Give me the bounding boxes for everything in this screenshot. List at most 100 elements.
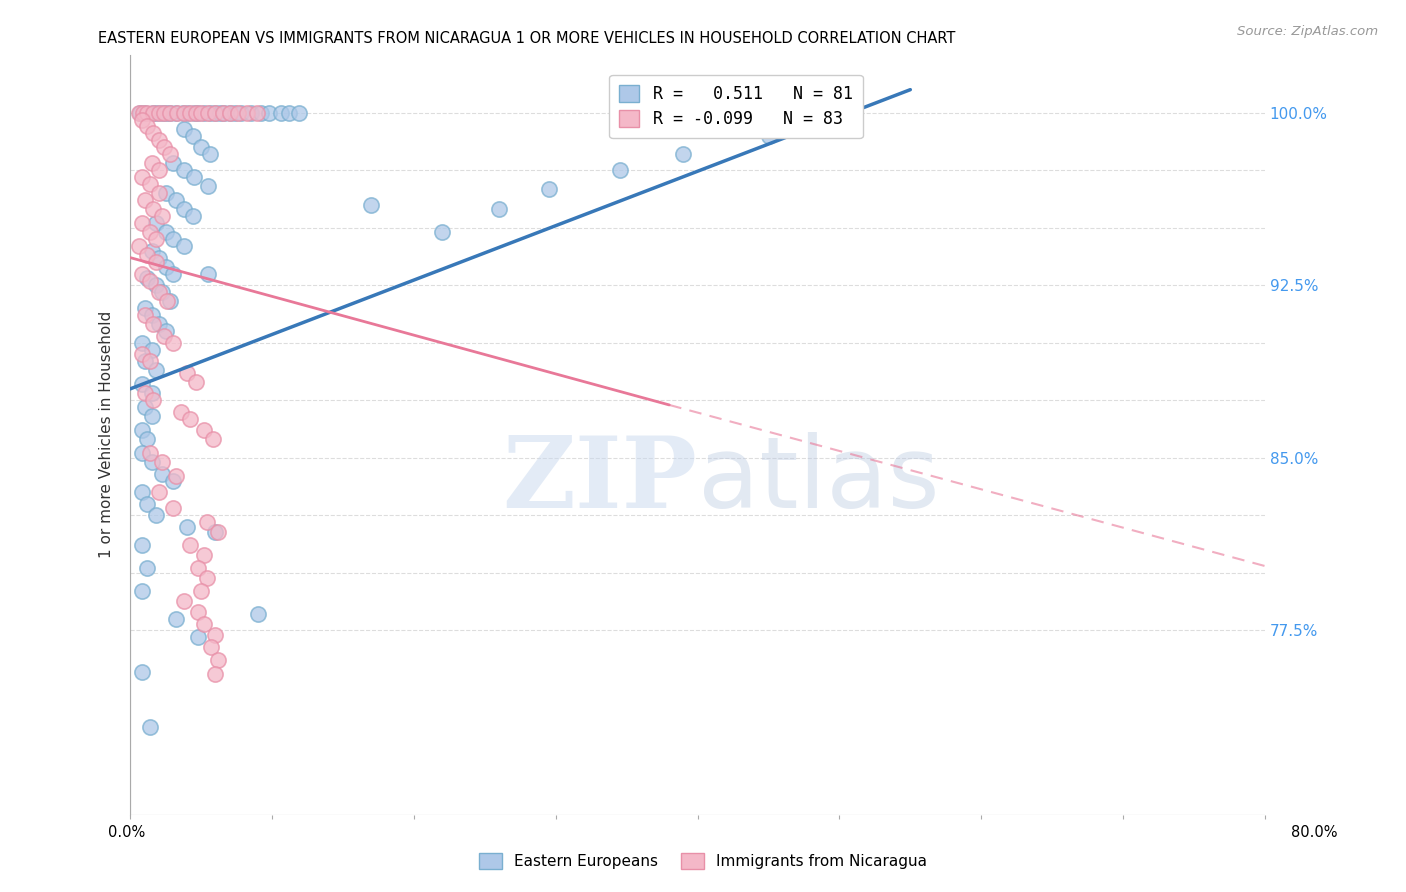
Point — [146, 105, 169, 120]
Point — [131, 446, 153, 460]
Point — [145, 232, 167, 246]
Point — [198, 147, 221, 161]
Point — [183, 170, 205, 185]
Point — [150, 105, 173, 120]
Point — [136, 120, 159, 134]
Point — [239, 105, 262, 120]
Point — [181, 128, 204, 143]
Point — [235, 105, 257, 120]
Point — [131, 584, 153, 599]
Point — [187, 561, 209, 575]
Point — [537, 181, 560, 195]
Point — [198, 105, 221, 120]
Point — [190, 105, 212, 120]
Point — [179, 538, 201, 552]
Point — [218, 105, 240, 120]
Point — [193, 105, 215, 120]
Point — [142, 202, 165, 217]
Point — [488, 202, 510, 217]
Point — [136, 433, 159, 447]
Point — [155, 260, 177, 274]
Point — [159, 294, 181, 309]
Point — [208, 105, 231, 120]
Text: 0.0%: 0.0% — [108, 825, 145, 840]
Point — [141, 156, 163, 170]
Point — [190, 140, 212, 154]
Point — [139, 225, 162, 239]
Point — [131, 665, 153, 679]
Point — [183, 105, 205, 120]
Point — [672, 147, 695, 161]
Point — [142, 105, 165, 120]
Point — [155, 324, 177, 338]
Point — [176, 366, 198, 380]
Point — [229, 105, 252, 120]
Text: EASTERN EUROPEAN VS IMMIGRANTS FROM NICARAGUA 1 OR MORE VEHICLES IN HOUSEHOLD CO: EASTERN EUROPEAN VS IMMIGRANTS FROM NICA… — [98, 31, 956, 46]
Point — [139, 177, 162, 191]
Point — [136, 561, 159, 575]
Point — [204, 524, 226, 539]
Point — [360, 198, 382, 212]
Point — [131, 267, 153, 281]
Point — [136, 271, 159, 285]
Point — [153, 140, 176, 154]
Point — [246, 607, 269, 622]
Point — [136, 105, 159, 120]
Point — [150, 467, 173, 481]
Point — [162, 232, 184, 246]
Point — [148, 133, 170, 147]
Point — [162, 474, 184, 488]
Legend: Eastern Europeans, Immigrants from Nicaragua: Eastern Europeans, Immigrants from Nicar… — [472, 847, 934, 875]
Point — [207, 524, 229, 539]
Text: ZIP: ZIP — [503, 432, 697, 529]
Point — [131, 377, 153, 392]
Point — [134, 301, 156, 316]
Point — [193, 548, 215, 562]
Point — [145, 255, 167, 269]
Text: Source: ZipAtlas.com: Source: ZipAtlas.com — [1237, 25, 1378, 38]
Point — [128, 239, 150, 253]
Point — [842, 117, 865, 131]
Point — [197, 179, 219, 194]
Point — [145, 363, 167, 377]
Point — [173, 593, 195, 607]
Point — [141, 409, 163, 424]
Point — [162, 156, 184, 170]
Point — [200, 640, 222, 654]
Point — [136, 248, 159, 262]
Point — [193, 423, 215, 437]
Point — [187, 631, 209, 645]
Point — [148, 285, 170, 300]
Point — [170, 405, 193, 419]
Text: 80.0%: 80.0% — [1291, 825, 1339, 840]
Point — [148, 318, 170, 332]
Point — [758, 128, 780, 143]
Point — [179, 105, 201, 120]
Point — [224, 105, 246, 120]
Point — [270, 105, 292, 120]
Point — [226, 105, 249, 120]
Point — [218, 105, 240, 120]
Point — [212, 105, 235, 120]
Point — [155, 105, 177, 120]
Point — [131, 347, 153, 361]
Point — [141, 308, 163, 322]
Point — [150, 209, 173, 223]
Point — [131, 170, 153, 185]
Point — [142, 105, 165, 120]
Point — [148, 105, 170, 120]
Point — [177, 105, 200, 120]
Point — [153, 105, 176, 120]
Point — [162, 501, 184, 516]
Point — [134, 105, 156, 120]
Point — [190, 584, 212, 599]
Point — [197, 105, 219, 120]
Point — [142, 393, 165, 408]
Point — [139, 446, 162, 460]
Point — [195, 516, 218, 530]
Point — [187, 105, 209, 120]
Point — [165, 469, 187, 483]
Point — [131, 423, 153, 437]
Point — [128, 105, 150, 120]
Point — [148, 163, 170, 178]
